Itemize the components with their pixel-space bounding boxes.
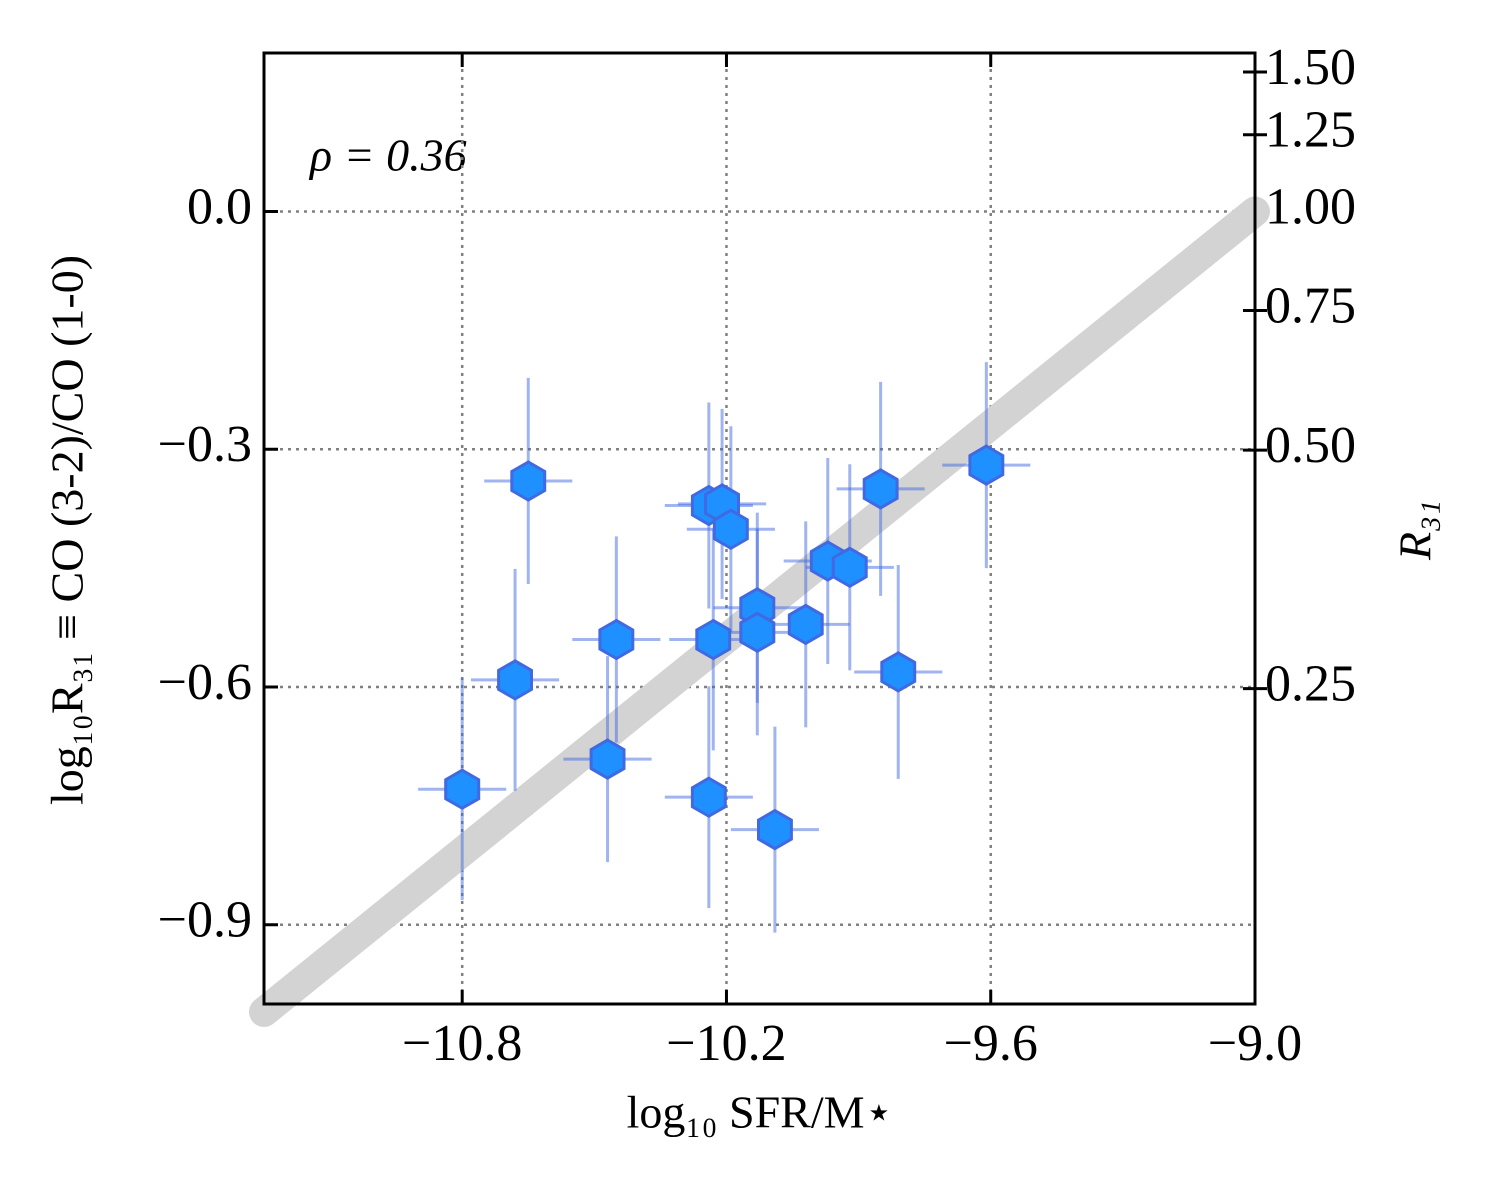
annotation: ρ = 0.36 [308, 130, 467, 181]
y-tick-label: −0.3 [158, 416, 252, 473]
point [695, 618, 732, 661]
x-tick-label: −10.8 [402, 1015, 522, 1072]
y-tick-label: −0.9 [158, 892, 252, 949]
y-axis-label: log₁₀R₃₁ ≡ CO (3-2)/CO (1-0) [42, 255, 93, 805]
point [787, 603, 824, 646]
point [862, 468, 899, 510]
x-tick-label: −9.0 [1208, 1015, 1302, 1072]
y2-tick-label: 0.25 [1265, 656, 1356, 713]
x-tick-label: −10.2 [666, 1015, 786, 1072]
x-axis-label: log₁₀ SFR/M⋆ [627, 1087, 894, 1138]
point [497, 659, 533, 701]
point [690, 776, 727, 818]
point [880, 651, 917, 693]
point [757, 808, 793, 851]
point [739, 611, 776, 654]
point [589, 738, 626, 780]
point [444, 768, 481, 810]
y-tick-label: 0.0 [187, 178, 252, 235]
x-tick-label: −9.6 [944, 1015, 1038, 1072]
y2-tick-label: 1.00 [1265, 178, 1356, 235]
point [598, 618, 635, 661]
y-tick-label: −0.6 [158, 654, 252, 711]
point [831, 546, 868, 589]
y2-axis-label: R₃₁ [1390, 500, 1441, 561]
y2-tick-label: 0.75 [1265, 277, 1356, 334]
point [968, 444, 1005, 486]
point [712, 508, 749, 551]
y2-tick-label: 1.25 [1265, 102, 1356, 159]
point [510, 460, 547, 502]
plot-frame [262, 51, 1257, 1006]
y2-tick-label: 1.50 [1265, 39, 1356, 96]
y2-tick-label: 0.50 [1265, 417, 1356, 474]
